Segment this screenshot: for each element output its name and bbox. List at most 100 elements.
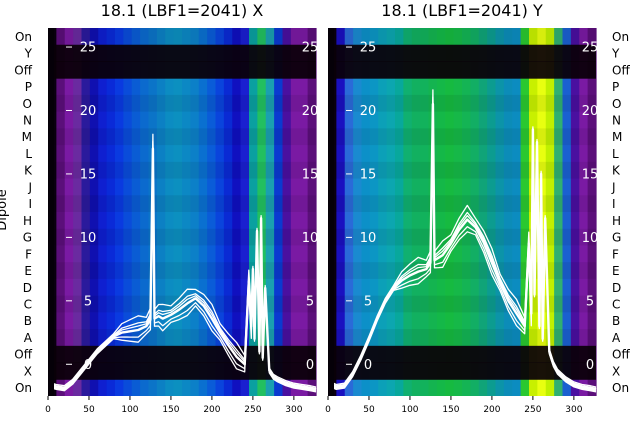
x-tick-label: 200 bbox=[483, 405, 500, 415]
heatmap-column bbox=[520, 28, 530, 396]
heatmap-column bbox=[249, 28, 258, 396]
x-tick-label: 150 bbox=[162, 405, 179, 415]
heatmap-column bbox=[307, 28, 317, 396]
heatmap-column bbox=[386, 28, 396, 396]
row-label-right: Y bbox=[611, 47, 620, 61]
heatmap-column bbox=[156, 28, 166, 396]
y-axis-label: Dipole bbox=[0, 189, 10, 230]
row-label-right: P bbox=[612, 80, 619, 94]
heatmap-column bbox=[56, 28, 66, 396]
heatmap-row-shade bbox=[48, 262, 316, 279]
heatmap-column bbox=[73, 28, 83, 396]
row-label-right: G bbox=[612, 231, 621, 245]
overlay-tick-label: 10 bbox=[360, 231, 377, 246]
row-label: P bbox=[25, 80, 32, 94]
row-label: X bbox=[24, 364, 32, 378]
row-label-right: H bbox=[612, 214, 621, 228]
x-tick-label: 100 bbox=[401, 405, 418, 415]
heatmap-column bbox=[282, 28, 292, 396]
heatmap-column bbox=[395, 28, 404, 396]
heatmap-row-shade bbox=[48, 329, 316, 346]
overlay-tick-label-right: 5 bbox=[586, 294, 594, 309]
row-label: K bbox=[24, 164, 33, 178]
heatmap-dark-band bbox=[48, 345, 316, 364]
heatmap-column bbox=[106, 28, 116, 396]
x-tick-label: 300 bbox=[565, 405, 582, 415]
heatmap-row-shade bbox=[328, 329, 596, 346]
overlay-tick-label: 25 bbox=[360, 41, 377, 56]
heatmap-dark-band bbox=[328, 362, 596, 380]
heatmap-column bbox=[495, 28, 505, 396]
x-tick-label: 100 bbox=[121, 405, 138, 415]
x-tick-label: 0 bbox=[45, 405, 51, 415]
overlay-trace bbox=[47, 143, 317, 390]
heatmap-column bbox=[411, 28, 421, 396]
heatmap-column bbox=[173, 28, 183, 396]
row-label-right: I bbox=[612, 197, 616, 211]
heatmap-column bbox=[436, 28, 446, 396]
heatmap-column bbox=[165, 28, 175, 396]
row-label: On bbox=[15, 381, 32, 395]
row-label-right: F bbox=[612, 247, 619, 261]
heatmap-column bbox=[89, 28, 99, 396]
x-tick-label: 200 bbox=[203, 405, 220, 415]
x-tick-label: 300 bbox=[285, 405, 302, 415]
heatmap-column bbox=[570, 28, 580, 396]
heatmap-row-shade bbox=[328, 262, 596, 279]
x-tick-label: 250 bbox=[244, 405, 261, 415]
heatmap-dark-band bbox=[328, 61, 596, 79]
overlay-tick-label-right: 0 bbox=[586, 358, 594, 373]
overlay-tick-label: 20 bbox=[80, 104, 97, 119]
overlay-tick-label: 5 bbox=[84, 294, 92, 309]
row-label-right: D bbox=[612, 281, 621, 295]
row-label-right: Off bbox=[612, 348, 630, 362]
x-tick-label: 150 bbox=[442, 405, 459, 415]
overlay-tick-label: 5 bbox=[364, 294, 372, 309]
heatmap-column bbox=[369, 28, 379, 396]
heatmap-column bbox=[140, 28, 150, 396]
heatmap-row-shade bbox=[48, 228, 316, 246]
row-label: H bbox=[23, 214, 32, 228]
row-label: G bbox=[23, 231, 32, 245]
heatmap-column bbox=[420, 28, 430, 396]
row-label: On bbox=[15, 30, 32, 44]
heatmap-row-shade bbox=[328, 94, 596, 112]
heatmap-column bbox=[123, 28, 133, 396]
row-label-right: N bbox=[612, 114, 621, 128]
row-label-right: O bbox=[612, 97, 621, 111]
heatmap-column bbox=[223, 28, 233, 396]
overlay-tick-label: 15 bbox=[80, 167, 97, 182]
heatmap-row-shade bbox=[48, 94, 316, 112]
heatmap-column bbox=[115, 28, 124, 396]
heatmap-column bbox=[299, 28, 309, 396]
row-label: E bbox=[24, 264, 32, 278]
heatmap-row-shade bbox=[328, 195, 596, 212]
row-label: D bbox=[23, 281, 32, 295]
heatmap-column bbox=[361, 28, 371, 396]
row-label: J bbox=[27, 180, 32, 194]
panel-y-title: 18.1 (LBF1=2041) Y bbox=[381, 1, 543, 20]
row-label: M bbox=[22, 130, 32, 144]
overlay-tick-label-right: 25 bbox=[582, 41, 599, 56]
heatmap-column bbox=[290, 28, 300, 396]
row-label: Y bbox=[24, 47, 33, 61]
row-label-right: L bbox=[612, 147, 619, 161]
row-label-right: M bbox=[612, 130, 622, 144]
heatmap-column bbox=[257, 28, 267, 396]
row-label-right: K bbox=[612, 164, 621, 178]
row-label: B bbox=[24, 314, 32, 328]
overlay-tick-label-right: 20 bbox=[582, 104, 599, 119]
heatmap-row-shade bbox=[48, 195, 316, 212]
row-label: I bbox=[28, 197, 32, 211]
row-label: L bbox=[25, 147, 32, 161]
heatmap-column bbox=[587, 28, 597, 396]
heatmap-column bbox=[190, 28, 200, 396]
heatmap-edge bbox=[48, 28, 54, 396]
overlay-tick-label-right: 10 bbox=[302, 231, 319, 246]
heatmap-row-shade bbox=[328, 295, 596, 313]
row-label: O bbox=[23, 97, 32, 111]
heatmap-row-shade bbox=[328, 161, 596, 179]
heatmap-edge bbox=[328, 28, 334, 396]
